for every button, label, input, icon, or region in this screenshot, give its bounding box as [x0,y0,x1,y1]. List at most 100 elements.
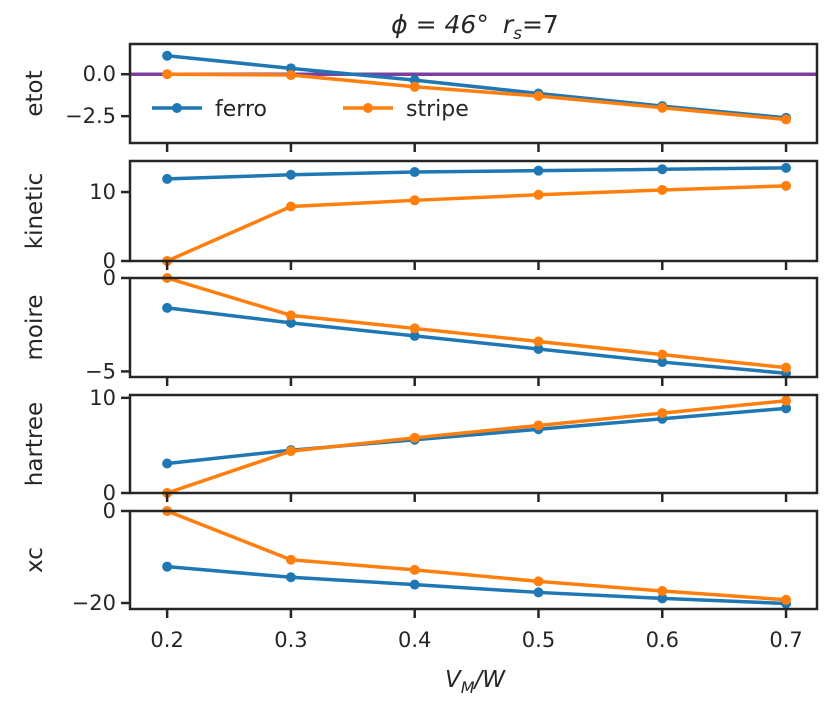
y-tick-label: 0 [103,266,116,290]
point-ferro-0.2 [162,458,173,469]
point-ferro-0.3 [285,169,296,180]
panel-frame [128,276,819,379]
xlabel-suffix: /W [473,667,507,693]
y-axis-label-moire: moire [22,295,48,361]
point-stripe-0.3 [285,446,296,457]
panels-group: 0.0 −2.5 etot 10 0 kinetic 0 −5 moire 10 0 hartree 0… [22,42,819,652]
point-ferro-0.2 [162,302,173,313]
legend-marker-ferro [172,103,182,113]
point-ferro-0.2 [162,173,173,184]
x-tick-label: 0.3 [274,628,307,652]
point-ferro-0.5 [533,165,544,176]
legend-label-stripe: stripe [406,97,469,122]
series-line-ferro [165,564,788,606]
x-tick-label: 0.5 [522,628,555,652]
point-ferro-0.3 [285,317,296,328]
point-ferro-0.2 [162,50,173,61]
x-tick-label: 0.2 [150,628,183,652]
point-ferro-0.6 [657,164,668,175]
point-stripe-0.7 [781,395,792,406]
title-rs: r [503,10,515,39]
point-stripe-0.3 [285,70,296,81]
title-rs-value: =7 [522,10,559,39]
series-line-stripe [165,72,788,122]
panel-frame [128,42,819,145]
x-tick-label: 0.4 [398,628,431,652]
point-ferro-0.3 [285,572,296,583]
y-tick-label: 0 [103,249,116,273]
y-tick-label: 10 [89,386,116,410]
x-axis-label: VM/W [445,667,506,697]
point-stripe-0.4 [409,323,420,334]
y-axis-label-hartree: hartree [22,402,48,486]
point-ferro-0.4 [409,167,420,178]
point-stripe-0.4 [409,81,420,92]
point-ferro-0.5 [533,587,544,598]
point-ferro-0.6 [657,593,668,604]
point-stripe-0.2 [162,69,173,80]
point-stripe-0.7 [781,594,792,605]
y-axis-label-xc: xc [22,547,48,573]
chart-title: ϕ = 46° rs=7 [391,10,559,44]
point-ferro-0.5 [533,343,544,354]
panel-frame [128,509,819,611]
point-stripe-0.3 [285,201,296,212]
y-axis-label-etot: etot [22,70,48,116]
point-stripe-0.6 [657,184,668,195]
panel-frame [128,159,819,263]
point-ferro-0.6 [657,357,668,368]
point-stripe-0.6 [657,349,668,360]
title-phi: ϕ = 46° [391,10,489,39]
panel-frame [128,393,819,495]
y-tick-label: 10 [89,180,116,204]
point-stripe-0.4 [409,432,420,443]
panel-xc: 0 −20 xc [22,499,819,618]
series-line-ferro [165,306,788,376]
panel-moire: 0 −5 moire [22,266,819,386]
series-line-stripe [165,184,788,263]
point-ferro-0.7 [781,403,792,414]
panel-kinetic: 10 0 kinetic [22,159,819,273]
point-stripe-0.4 [409,564,420,575]
point-stripe-0.5 [533,91,544,102]
point-stripe-0.5 [533,576,544,587]
series-line-stripe [165,509,788,602]
legend: ferro stripe [152,97,469,122]
point-ferro-0.2 [162,561,173,572]
point-ferro-0.7 [781,162,792,173]
point-stripe-0.6 [657,102,668,113]
point-stripe-0.5 [533,189,544,200]
point-stripe-0.6 [657,408,668,419]
point-stripe-0.6 [657,586,668,597]
y-tick-label: 0 [103,499,116,523]
legend-label-ferro: ferro [215,97,267,122]
panel-hartree: 10 0 hartree [22,386,819,505]
point-stripe-0.7 [781,180,792,191]
xlabel-sub: M [461,678,475,697]
y-tick-label: −5 [85,359,116,383]
y-tick-label: 0 [103,481,116,505]
title-rs-sub: s [513,24,522,44]
point-ferro-0.4 [409,579,420,590]
point-stripe-0.5 [533,336,544,347]
series-line-ferro [165,166,788,181]
legend-marker-stripe [363,103,373,113]
point-stripe-0.4 [409,195,420,206]
xlabel-v: V [445,667,463,693]
point-stripe-0.5 [533,420,544,431]
series-line-stripe [165,398,788,495]
series-line-ferro [165,406,788,466]
x-tick-label: 0.7 [769,628,802,652]
point-stripe-0.3 [285,310,296,321]
point-stripe-0.7 [781,114,792,125]
y-tick-label: 0.0 [83,62,116,86]
point-ferro-0.4 [409,330,420,341]
panel-etot: 0.0 −2.5 etot [22,42,819,152]
y-axis-label-kinetic: kinetic [22,173,48,250]
point-stripe-0.7 [781,362,792,373]
y-tick-label: −20 [72,591,116,615]
x-tick-label: 0.6 [646,628,679,652]
series-line-stripe [165,276,788,370]
y-tick-label: −2.5 [65,104,116,128]
